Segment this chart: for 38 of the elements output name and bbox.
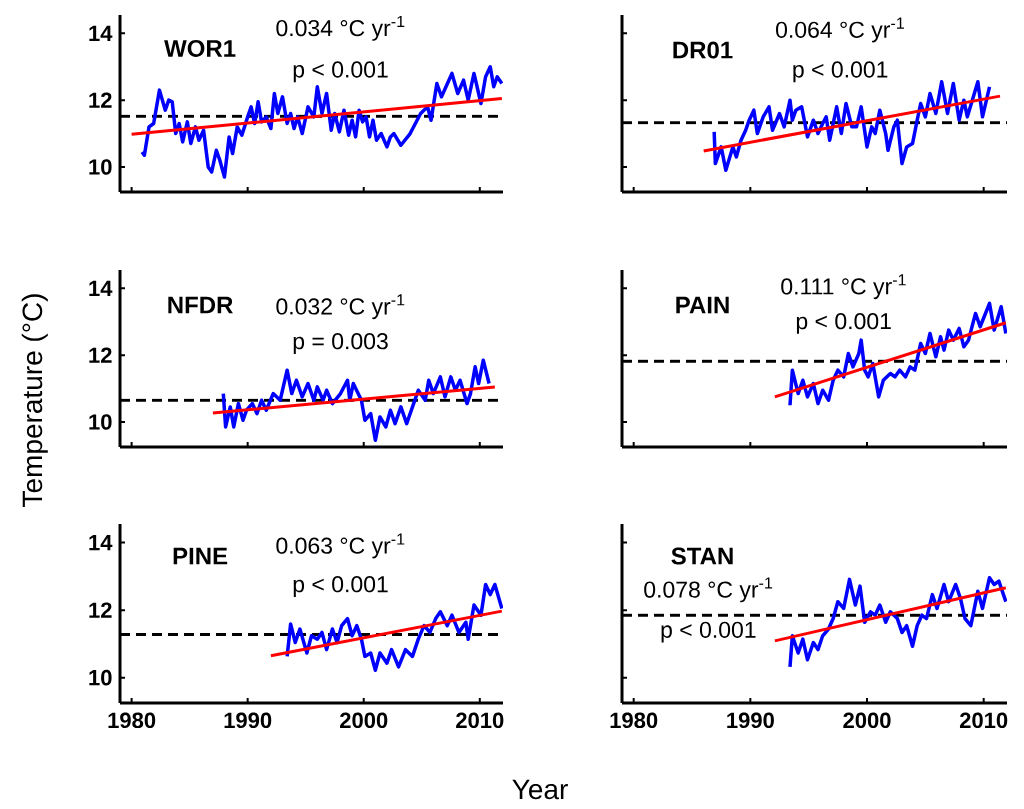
- x-tick-label: 1980: [108, 712, 156, 729]
- x-tick-label: 1990: [224, 712, 272, 729]
- annotation: 0.032 °C yr$^{-1}$: [276, 294, 405, 320]
- annotation: p < 0.001: [793, 61, 888, 83]
- y-tick-label: 12: [89, 347, 112, 363]
- x-tick-label: 2000: [340, 712, 388, 729]
- text: DR01: [673, 41, 733, 59]
- y-tick-label: 10: [89, 669, 112, 686]
- x-axis-title: Year: [512, 779, 568, 800]
- x-tick-label: 2010: [456, 712, 504, 729]
- text: WOR1: [164, 39, 236, 57]
- y-axis-title: Temperature (°C): [21, 294, 48, 507]
- y-tick-label: 10: [89, 159, 112, 175]
- line-series: [221, 358, 491, 443]
- y-tick-label: 10: [89, 414, 112, 430]
- annotation: p < 0.001: [293, 61, 388, 83]
- annotation: 0.111 °C yr$^{-1}$: [781, 274, 906, 300]
- annotation: 0.078 °C yr$^{-1}$: [644, 577, 773, 603]
- annotation: p < 0.001: [661, 621, 756, 643]
- text: PINE: [173, 547, 228, 565]
- text: NFDR: [168, 296, 233, 314]
- annotation: 0.063 °C yr$^{-1}$: [276, 533, 405, 559]
- x-tick-label: 2010: [959, 712, 1008, 729]
- text: PAIN: [676, 296, 729, 314]
- annotation: p = 0.003: [293, 333, 388, 354]
- x-tick-label: 2000: [843, 712, 891, 729]
- annotation: 0.064 °C yr$^{-1}$: [776, 17, 904, 43]
- y-tick-label: 14: [89, 25, 113, 41]
- y-tick-label: 14: [89, 535, 113, 551]
- x-tick-label: 1980: [610, 712, 658, 729]
- annotation: p < 0.001: [796, 313, 891, 334]
- y-tick-label: 12: [89, 602, 112, 618]
- annotation: p < 0.001: [293, 576, 388, 597]
- x-tick-label: 1990: [727, 712, 774, 729]
- annotation: 0.034 °C yr$^{-1}$: [276, 15, 405, 41]
- text: STAN: [671, 547, 733, 565]
- y-tick-label: 14: [89, 280, 113, 296]
- y-tick-label: 12: [89, 92, 112, 108]
